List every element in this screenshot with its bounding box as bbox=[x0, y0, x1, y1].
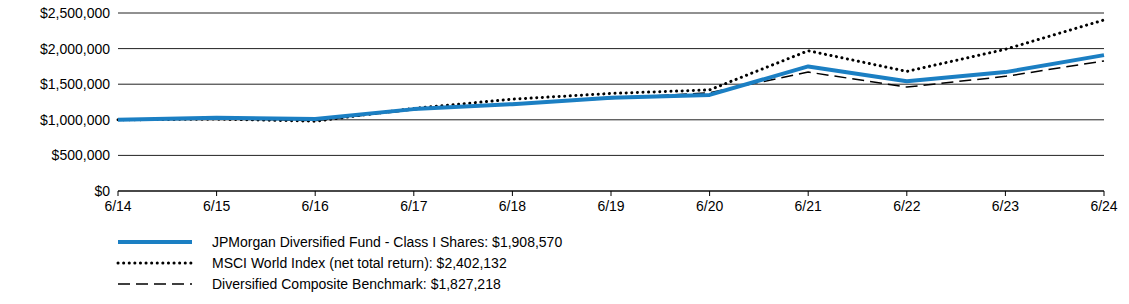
legend-swatch bbox=[118, 283, 192, 285]
x-tick-label: 6/14 bbox=[104, 198, 131, 214]
plot-lines bbox=[118, 20, 1104, 121]
x-tick-label: 6/24 bbox=[1090, 198, 1117, 214]
grid-line bbox=[118, 13, 1104, 14]
chart: $0 $500,000 $1,000,000 $1,500,000 $2,000,000… bbox=[0, 0, 1129, 304]
x-tick bbox=[512, 191, 513, 196]
grid-line bbox=[118, 84, 1104, 85]
legend-label: MSCI World Index (net total return): $2,… bbox=[212, 255, 507, 271]
x-tick bbox=[413, 191, 414, 196]
x-tick-label: 6/22 bbox=[893, 198, 920, 214]
x-tick bbox=[315, 191, 316, 196]
y-tick-label: $2,500,000 bbox=[40, 5, 110, 21]
x-tick bbox=[216, 191, 217, 196]
x-tick-label: 6/23 bbox=[992, 198, 1019, 214]
y-axis-range bbox=[118, 13, 119, 191]
legend-swatch bbox=[118, 262, 192, 265]
x-tick-label: 6/18 bbox=[499, 198, 526, 214]
legend-label: JPMorgan Diversified Fund - Class I Shar… bbox=[212, 234, 562, 250]
legend-label: Diversified Composite Benchmark: $1,827,… bbox=[212, 276, 501, 292]
grid-line bbox=[118, 48, 1104, 49]
x-tick bbox=[611, 191, 612, 196]
y-tick-label: $1,500,000 bbox=[40, 76, 110, 92]
y-tick-label: $500,000 bbox=[52, 147, 111, 163]
x-tick bbox=[118, 191, 119, 196]
x-tick-label: 6/16 bbox=[302, 198, 329, 214]
y-tick-label: $2,000,000 bbox=[40, 41, 110, 57]
x-tick bbox=[906, 191, 907, 196]
legend-swatch bbox=[118, 240, 192, 244]
series-line bbox=[118, 20, 1104, 121]
x-tick bbox=[709, 191, 710, 196]
series-line bbox=[118, 55, 1104, 120]
grid-line bbox=[118, 155, 1104, 156]
x-tick-label: 6/15 bbox=[203, 198, 230, 214]
x-tick bbox=[808, 191, 809, 196]
y-tick-label: $0 bbox=[94, 183, 110, 199]
x-tick-label: 6/20 bbox=[696, 198, 723, 214]
x-tick-label: 6/21 bbox=[795, 198, 822, 214]
series-line bbox=[118, 61, 1104, 121]
y-tick-label: $1,000,000 bbox=[40, 112, 110, 128]
x-tick bbox=[1005, 191, 1006, 196]
x-tick-label: 6/17 bbox=[400, 198, 427, 214]
x-tick bbox=[1104, 191, 1105, 196]
x-tick-label: 6/19 bbox=[597, 198, 624, 214]
